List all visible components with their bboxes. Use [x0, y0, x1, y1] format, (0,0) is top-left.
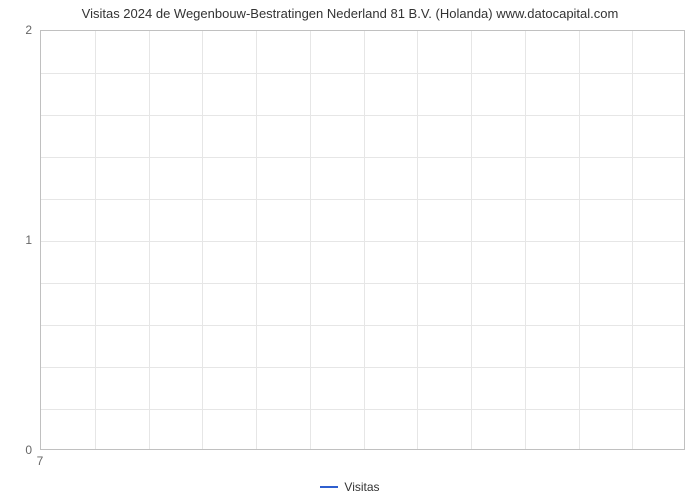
legend-line-icon	[320, 486, 338, 488]
grid-line-vertical	[202, 31, 203, 449]
chart-title: Visitas 2024 de Wegenbouw-Bestratingen N…	[0, 6, 700, 21]
grid-line-horizontal	[41, 283, 684, 284]
line-chart: Visitas 2024 de Wegenbouw-Bestratingen N…	[0, 0, 700, 500]
y-tick-label: 0	[0, 443, 32, 457]
legend: Visitas	[0, 480, 700, 494]
plot-area	[40, 30, 685, 450]
grid-line-horizontal	[41, 115, 684, 116]
grid-line-vertical	[417, 31, 418, 449]
grid-line-horizontal	[41, 325, 684, 326]
grid-line-vertical	[525, 31, 526, 449]
y-tick-label: 2	[0, 23, 32, 37]
grid-line-horizontal	[41, 367, 684, 368]
grid-line-horizontal	[41, 73, 684, 74]
grid-line-vertical	[310, 31, 311, 449]
grid-line-horizontal	[41, 157, 684, 158]
grid-line-horizontal	[41, 199, 684, 200]
grid-line-vertical	[632, 31, 633, 449]
x-tick-label: 7	[37, 454, 44, 468]
legend-label: Visitas	[344, 480, 379, 494]
y-tick-label: 1	[0, 233, 32, 247]
grid-line-vertical	[471, 31, 472, 449]
grid-line-vertical	[95, 31, 96, 449]
grid-line-vertical	[364, 31, 365, 449]
grid-line-horizontal	[41, 409, 684, 410]
grid-line-vertical	[256, 31, 257, 449]
grid-line-vertical	[149, 31, 150, 449]
grid-line-vertical	[579, 31, 580, 449]
grid-line-horizontal	[41, 241, 684, 242]
